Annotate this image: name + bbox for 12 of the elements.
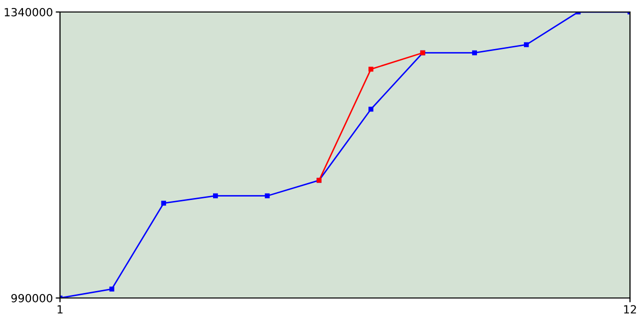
y-tick-label: 990000 xyxy=(11,294,52,302)
point xyxy=(161,200,166,206)
point xyxy=(524,42,529,48)
x-tick-label: 1 xyxy=(58,305,63,314)
point xyxy=(368,106,374,112)
point xyxy=(472,50,477,56)
point xyxy=(368,66,374,72)
point xyxy=(264,193,270,198)
x-tick-label: 12 xyxy=(624,305,636,314)
point xyxy=(213,193,218,198)
y-tick-label: 1340000 xyxy=(4,8,52,16)
point xyxy=(109,286,114,292)
